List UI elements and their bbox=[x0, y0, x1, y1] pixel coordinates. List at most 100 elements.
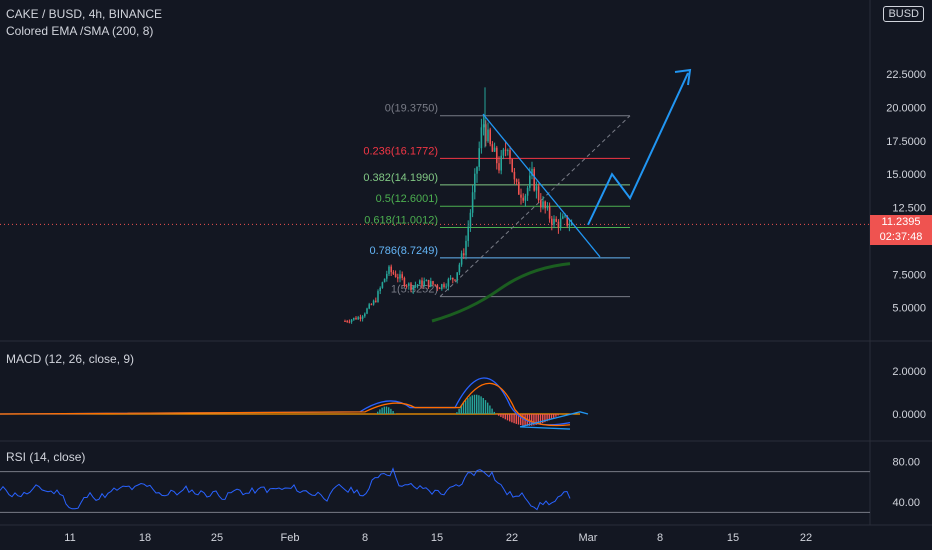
candle-body bbox=[412, 285, 414, 290]
macd-histogram-bar bbox=[392, 411, 394, 414]
symbol-title: CAKE / BUSD, 4h, BINANCE bbox=[6, 7, 163, 21]
projection-arrowhead bbox=[674, 68, 692, 86]
candle-body bbox=[496, 147, 498, 164]
candle-body bbox=[381, 282, 384, 288]
candle-body bbox=[524, 195, 527, 201]
fib-trend-line bbox=[439, 115, 631, 297]
candle-body bbox=[430, 281, 432, 287]
macd-histogram-bar bbox=[388, 407, 390, 414]
macd-pane bbox=[0, 377, 589, 430]
macd-histogram-bar bbox=[462, 402, 465, 414]
candle-body bbox=[456, 272, 458, 281]
candle-body bbox=[482, 124, 485, 128]
candle-body bbox=[478, 148, 480, 167]
fib-level-label: 0.618(11.0012) bbox=[364, 215, 438, 227]
macd-histogram-bar bbox=[557, 414, 559, 416]
candle-body bbox=[423, 281, 425, 286]
candle-body bbox=[557, 221, 560, 228]
candle-body bbox=[542, 201, 544, 208]
candle-body bbox=[566, 215, 568, 226]
macd-histogram-bar bbox=[513, 414, 515, 424]
time-tick-label: 22 bbox=[506, 532, 518, 544]
candlesticks bbox=[344, 87, 573, 324]
macd-histogram-bar bbox=[473, 394, 476, 414]
currency-badge[interactable]: BUSD bbox=[883, 6, 924, 22]
candle-body bbox=[458, 264, 461, 273]
candle-body bbox=[348, 321, 351, 323]
macd-histogram-bar bbox=[491, 408, 493, 414]
candle-body bbox=[364, 313, 366, 317]
axes: 22.500020.000017.500015.000012.50010.000… bbox=[64, 69, 926, 544]
candle-body bbox=[498, 163, 500, 171]
descending-trendline bbox=[482, 113, 601, 258]
last-price-badge: 11.2395 bbox=[870, 215, 932, 230]
time-tick-label: 15 bbox=[431, 532, 443, 544]
macd-histogram-bar bbox=[546, 414, 548, 422]
macd-histogram-bar bbox=[533, 414, 535, 426]
rsi-tick-label: 80.00 bbox=[892, 456, 920, 468]
time-tick-label: 25 bbox=[211, 532, 223, 544]
candle-body bbox=[535, 186, 538, 191]
price-tick-label: 22.5000 bbox=[886, 69, 926, 81]
candle-body bbox=[533, 168, 535, 191]
candle-body bbox=[390, 266, 392, 273]
candle-body bbox=[392, 272, 395, 274]
candle-body bbox=[425, 279, 428, 282]
candle-body bbox=[432, 281, 434, 285]
candle-body bbox=[441, 284, 443, 290]
candle-body bbox=[476, 166, 478, 174]
candle-body bbox=[471, 192, 474, 213]
candle-body bbox=[460, 253, 463, 265]
candle-body bbox=[487, 129, 489, 142]
signal-line bbox=[0, 382, 571, 427]
macd-histogram-bar bbox=[550, 414, 553, 420]
candle-body bbox=[493, 147, 496, 152]
macd-histogram-bar bbox=[500, 414, 502, 417]
candle-body bbox=[529, 175, 531, 188]
macd-histogram-bar bbox=[522, 414, 524, 426]
time-tick-label: 18 bbox=[139, 532, 151, 544]
macd-histogram-bar bbox=[385, 406, 388, 414]
candle-body bbox=[544, 201, 546, 209]
macd-histogram-bar bbox=[465, 400, 467, 414]
candle-body bbox=[570, 223, 573, 226]
macd-histogram-bar bbox=[487, 402, 489, 414]
candle-body bbox=[452, 277, 454, 280]
candle-body bbox=[546, 206, 549, 209]
candle-body bbox=[403, 277, 406, 286]
price-tick-label: 20.0000 bbox=[886, 102, 926, 114]
candle-body bbox=[386, 273, 388, 279]
candle-body bbox=[537, 186, 540, 201]
candle-body bbox=[427, 279, 430, 287]
macd-line bbox=[0, 377, 571, 426]
candle-body bbox=[397, 277, 399, 279]
fib-level-label: 0.382(14.1990) bbox=[363, 172, 438, 184]
candle-body bbox=[454, 279, 456, 281]
macd-tick-label: 0.0000 bbox=[892, 409, 926, 421]
time-tick-label: 22 bbox=[800, 532, 812, 544]
macd-label: MACD (12, 26, close, 9) bbox=[6, 352, 135, 366]
fib-level-label: 0.236(16.1772) bbox=[363, 145, 438, 157]
candle-body bbox=[375, 300, 377, 302]
time-tick-label: 8 bbox=[657, 532, 663, 544]
candle-body bbox=[485, 124, 487, 142]
candle-body bbox=[353, 317, 355, 320]
macd-histogram-bar bbox=[535, 414, 537, 425]
macd-histogram-bar bbox=[504, 414, 506, 420]
candle-body bbox=[383, 278, 386, 283]
candle-body bbox=[559, 218, 562, 228]
macd-histogram-bar bbox=[460, 405, 462, 414]
macd-histogram-bar bbox=[502, 414, 504, 419]
fib-level-label: 0.5(12.6001) bbox=[376, 193, 438, 205]
chart-header: CAKE / BUSD, 4h, BINANCE Colored EMA /SM… bbox=[6, 6, 162, 40]
fib-level-label: 0(19.3750) bbox=[385, 103, 438, 115]
macd-histogram-bar bbox=[506, 414, 509, 421]
candle-body bbox=[449, 277, 452, 280]
fib-level-label: 1(5.8252) bbox=[391, 284, 438, 296]
candle-body bbox=[419, 280, 421, 285]
time-tick-label: Feb bbox=[281, 532, 300, 544]
macd-histogram-bar bbox=[482, 397, 484, 414]
macd-histogram-bar bbox=[544, 414, 546, 423]
time-tick-label: 11 bbox=[64, 532, 75, 544]
